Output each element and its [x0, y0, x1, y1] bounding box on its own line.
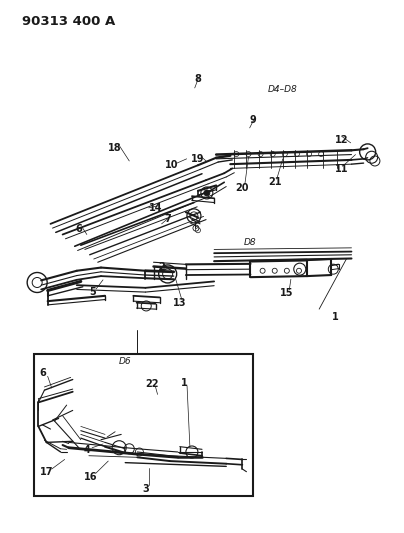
Text: 20: 20: [236, 183, 249, 192]
Text: 6: 6: [39, 368, 46, 378]
Bar: [34, 354, 253, 496]
Text: 6: 6: [76, 224, 82, 234]
Text: D6: D6: [119, 357, 132, 366]
Text: 19: 19: [191, 154, 205, 164]
Text: 18: 18: [108, 143, 122, 153]
Text: 13: 13: [173, 298, 187, 308]
Text: 8: 8: [194, 74, 202, 84]
Text: 4: 4: [84, 446, 90, 455]
Text: 1: 1: [332, 312, 339, 322]
Text: 22: 22: [145, 379, 158, 389]
Text: 16: 16: [84, 472, 98, 482]
Text: 10: 10: [165, 160, 179, 170]
Text: 3: 3: [142, 484, 149, 494]
Text: D8: D8: [244, 238, 257, 247]
Text: D4–D8: D4–D8: [268, 85, 298, 94]
Text: 9: 9: [249, 115, 256, 125]
Text: 2: 2: [158, 262, 165, 271]
Text: 11: 11: [335, 165, 348, 174]
Text: 1: 1: [181, 378, 187, 387]
Text: 7: 7: [164, 214, 171, 223]
Text: 5: 5: [90, 287, 96, 297]
Text: 15: 15: [280, 288, 294, 298]
Text: 12: 12: [335, 135, 348, 144]
Circle shape: [204, 190, 210, 196]
Text: 90313 400 A: 90313 400 A: [22, 15, 116, 28]
Text: 21: 21: [268, 177, 282, 187]
Text: 17: 17: [40, 467, 53, 477]
Text: 14: 14: [149, 203, 162, 213]
